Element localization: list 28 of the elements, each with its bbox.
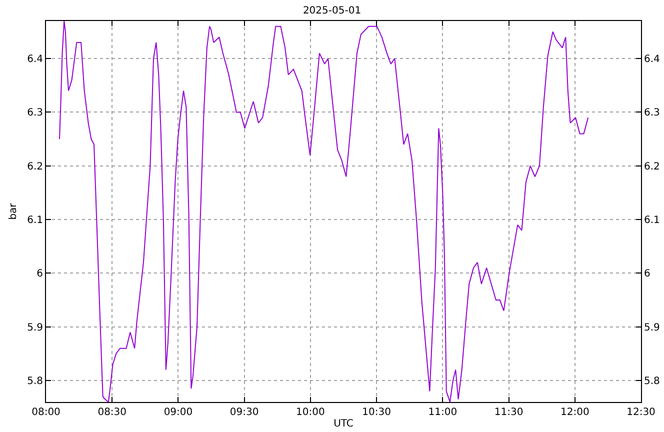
x-tick-label: 09:00: [164, 407, 193, 418]
chart-title: 2025-05-01: [302, 5, 362, 16]
x-tick-label: 11:30: [494, 407, 524, 418]
x-tick-label: 12:30: [626, 407, 656, 418]
x-tick-label: 11:00: [428, 407, 458, 418]
y-axis-title: bar: [8, 202, 20, 220]
y2-tick-label: 6: [644, 268, 650, 280]
y2-tick-label: 6.1: [644, 215, 660, 226]
y-tick-label: 6.2: [27, 161, 43, 172]
y2-tick-label: 6.3: [644, 108, 660, 119]
line-series: [58, 21, 589, 402]
y2-tick-label: 5.9: [644, 322, 660, 334]
x-tick-label: 08:00: [32, 407, 60, 418]
x-axis-title: UTC: [334, 418, 354, 430]
y-tick-label: 5.8: [27, 376, 43, 388]
y-tick-label: 6.1: [27, 215, 43, 226]
y-tick-label: 6.3: [27, 108, 43, 119]
y-tick-label: 5.9: [27, 322, 43, 334]
y2-tick-label: 6.4: [644, 54, 660, 66]
y2-tick-label: 5.8: [644, 376, 660, 388]
y2-tick-label: 6.2: [644, 161, 660, 172]
y-tick-label: 6.4: [27, 54, 43, 66]
x-tick-label: 10:30: [362, 407, 391, 418]
x-tick-label: 09:30: [230, 407, 259, 418]
y-tick-label: 6: [36, 268, 43, 280]
x-tick-label: 08:30: [98, 407, 127, 418]
x-tick-label: 12:00: [560, 407, 590, 418]
x-tick-label: 10:00: [296, 407, 325, 418]
